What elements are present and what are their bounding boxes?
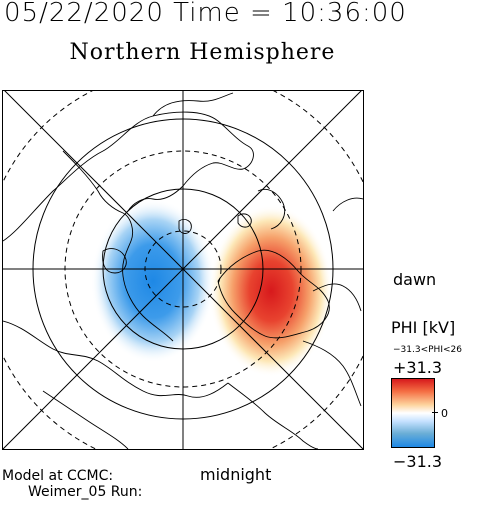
model-source-label: Model at CCMC:: [2, 468, 114, 484]
coastlines: [3, 92, 363, 449]
colorbar: [391, 378, 435, 448]
polar-map: [2, 90, 364, 450]
dawn-label: dawn: [393, 270, 437, 289]
hemisphere-title: Northern Hemisphere: [69, 40, 336, 65]
midnight-label: midnight: [200, 465, 272, 484]
dawn-potential-cell: [209, 205, 333, 377]
colorbar-max-label: +31.3: [393, 358, 443, 377]
datetime-title: 05/22/2020 Time = 10:36:00: [4, 0, 407, 28]
meridian-diagonal-b: [3, 91, 362, 449]
colorbar-min-label: −31.3: [393, 452, 443, 471]
colorbar-zero-label: 0: [441, 407, 448, 420]
colorbar-title: PHI [kV]: [391, 318, 456, 337]
polar-map-canvas: [3, 91, 363, 449]
colorbar-zero-tick: [432, 412, 438, 413]
dusk-potential-cell: [91, 199, 215, 363]
model-run-label: Weimer_05 Run:: [28, 484, 143, 500]
colorbar-range: −31.3<PHI<26: [393, 345, 462, 355]
